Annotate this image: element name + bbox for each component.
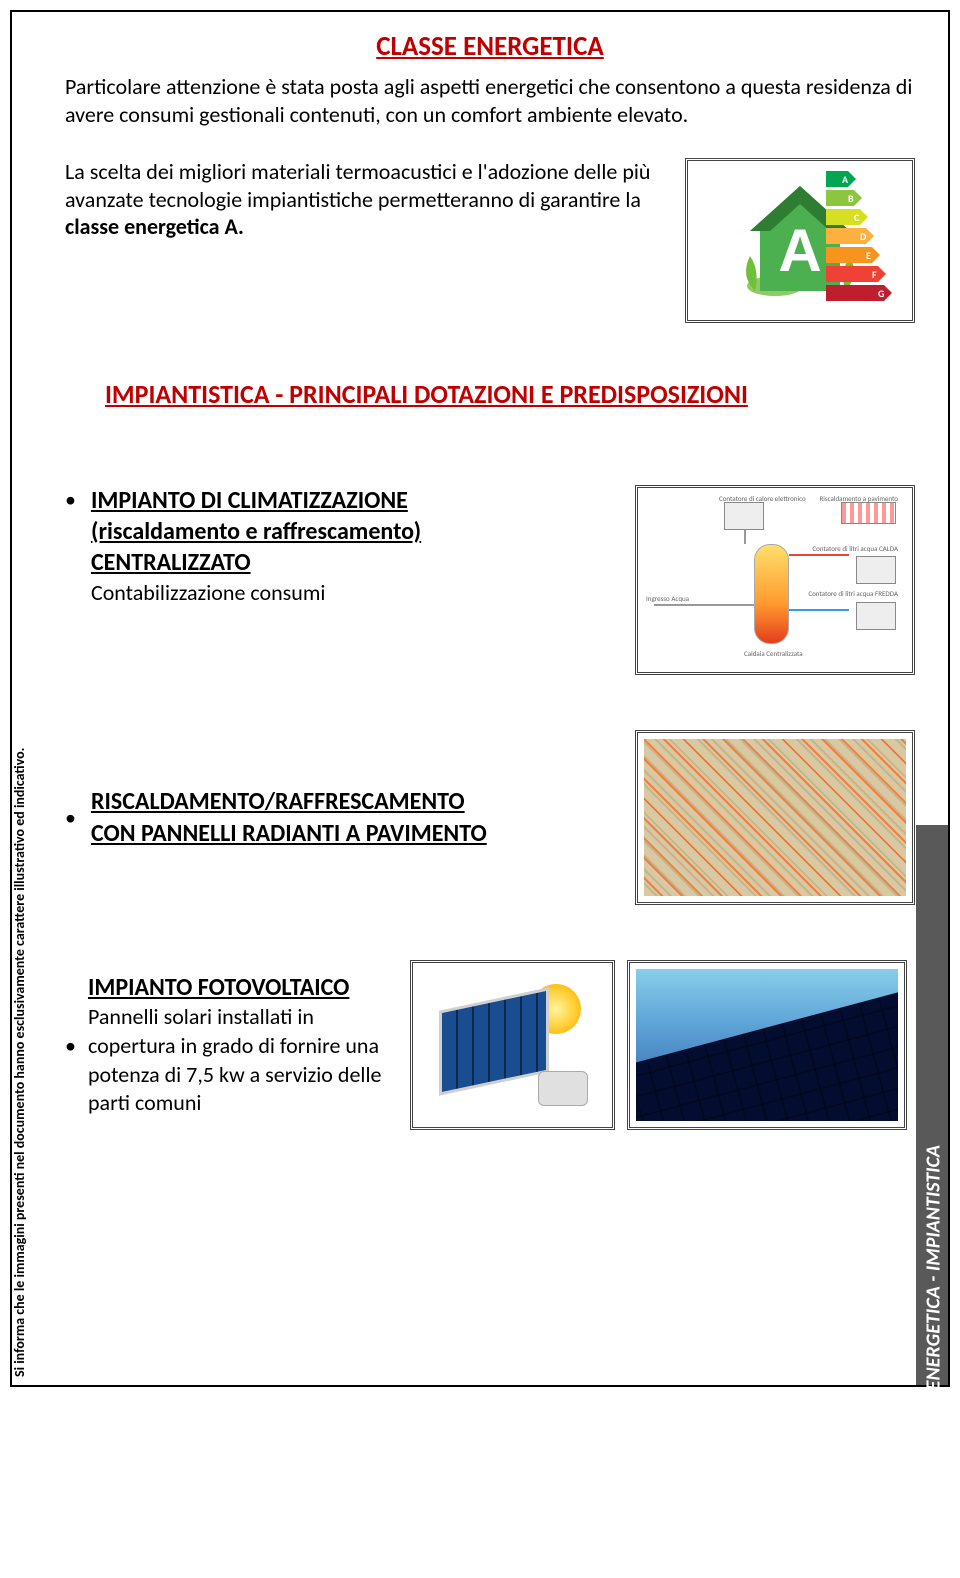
- clima-line1: IMPIANTO DI CLIMATIZZAZIONE: [91, 485, 620, 516]
- materials-paragraph: La scelta dei migliori materiali termoac…: [65, 158, 665, 241]
- coldwater-meter-icon: [856, 602, 896, 630]
- radiant-image-frame: [635, 730, 915, 905]
- label-heat-meter: Contatore di calore elettronico: [719, 494, 806, 503]
- label-water-in: Ingresso Acqua: [646, 594, 689, 603]
- pipe-cold: [789, 609, 849, 611]
- pv-panel-icon: [439, 987, 549, 1095]
- radiant-line1: RISCALDAMENTO/RAFFRESCAMENTO: [91, 786, 620, 817]
- clima-line2: (riscaldamento e raffrescamento): [91, 516, 620, 547]
- bullet-icon: •: [65, 487, 76, 513]
- intro-paragraph: Particolare attenzione è stata posta agl…: [65, 73, 915, 128]
- pipe-v1: [744, 530, 746, 544]
- pv-photo-frame: [627, 960, 907, 1130]
- plug-icon: [538, 1071, 588, 1106]
- scheda-text: Scheda n. 07/A CLASSE ENERGETICA - IMPIA…: [919, 1145, 946, 1578]
- svg-text:A: A: [842, 173, 849, 186]
- svg-text:D: D: [860, 230, 867, 243]
- label-hotwater: Contatore di litri acqua CALDA: [812, 544, 898, 553]
- clima-line3: CENTRALIZZATO: [91, 547, 620, 578]
- radiant-line2: CON PANNELLI RADIANTI A PAVIMENTO: [91, 818, 620, 849]
- pipe-line: [654, 604, 754, 606]
- clima-text: IMPIANTO DI CLIMATIZZAZIONE (riscaldamen…: [91, 485, 620, 607]
- svg-text:B: B: [848, 192, 854, 205]
- pv-title: IMPIANTO FOTOVOLTAICO: [88, 972, 398, 1003]
- scheda-label: Scheda n.: [923, 1506, 945, 1578]
- row-materials: La scelta dei migliori materiali termoac…: [65, 158, 915, 323]
- svg-text:G: G: [878, 287, 884, 300]
- pv-illustration: [419, 969, 606, 1121]
- radiant-floor-image: [644, 739, 906, 896]
- heat-meter-icon: [724, 502, 764, 530]
- disclaimer-vertical: Si informa che le immagini presenti nel …: [11, 748, 28, 1377]
- clima-sub: Contabilizzazione consumi: [91, 579, 620, 608]
- feature-climatizzazione: • IMPIANTO DI CLIMATIZZAZIONE (riscaldam…: [65, 485, 915, 675]
- scheda-title: CLASSE ENERGETICA - IMPIANTISTICA: [922, 1145, 946, 1454]
- label-floor-heating: Riscaldamento a pavimento: [819, 494, 898, 503]
- feature-photovoltaic: • IMPIANTO FOTOVOLTAICO Pannelli solari …: [65, 960, 915, 1130]
- svg-text:F: F: [872, 268, 877, 281]
- boiler-icon: [754, 544, 789, 644]
- label-coldwater: Contatore di litri acqua FREDDA: [808, 589, 898, 598]
- scheda-sidebar: Scheda n. 07/A CLASSE ENERGETICA - IMPIA…: [916, 825, 948, 1385]
- clima-diagram: Contatore di calore elettronico Riscalda…: [644, 494, 906, 666]
- section-title-energy: CLASSE ENERGETICA: [65, 30, 915, 63]
- para2-text-a: La scelta dei migliori materiali termoac…: [65, 158, 651, 213]
- bullet-icon: •: [65, 805, 76, 831]
- svg-text:C: C: [854, 211, 860, 224]
- pv-desc: Pannelli solari installati in copertura …: [88, 1003, 398, 1117]
- section-title-impiantistica: IMPIANTISTICA - PRINCIPALI DOTAZIONI E P…: [105, 378, 915, 410]
- bullet-icon: •: [65, 1033, 76, 1059]
- pipe-hot: [789, 554, 849, 556]
- feature-radiant: • RISCALDAMENTO/RAFFRESCAMENTO CON PANNE…: [65, 730, 915, 905]
- solar-panel-photo: [636, 969, 898, 1121]
- para2-text-b: classe energetica A.: [65, 213, 244, 240]
- svg-text:E: E: [866, 249, 871, 262]
- energy-bars-icon: ABCDEFG: [826, 171, 906, 311]
- svg-text:A: A: [778, 217, 821, 284]
- energy-class-icon: A ABCDEFG: [685, 158, 915, 323]
- scheda-code: 07/A: [919, 1458, 946, 1502]
- content-area: CLASSE ENERGETICA Particolare attenzione…: [65, 30, 915, 1130]
- floor-heating-icon: [841, 502, 896, 524]
- clima-diagram-frame: Contatore di calore elettronico Riscalda…: [635, 485, 915, 675]
- hotwater-meter-icon: [856, 556, 896, 584]
- pv-text: IMPIANTO FOTOVOLTAICO Pannelli solari in…: [88, 972, 398, 1118]
- label-central-boiler: Caldaia Centralizzata: [744, 649, 803, 658]
- radiant-text: RISCALDAMENTO/RAFFRESCAMENTO CON PANNELL…: [91, 786, 620, 848]
- pv-illustration-frame: [410, 960, 615, 1130]
